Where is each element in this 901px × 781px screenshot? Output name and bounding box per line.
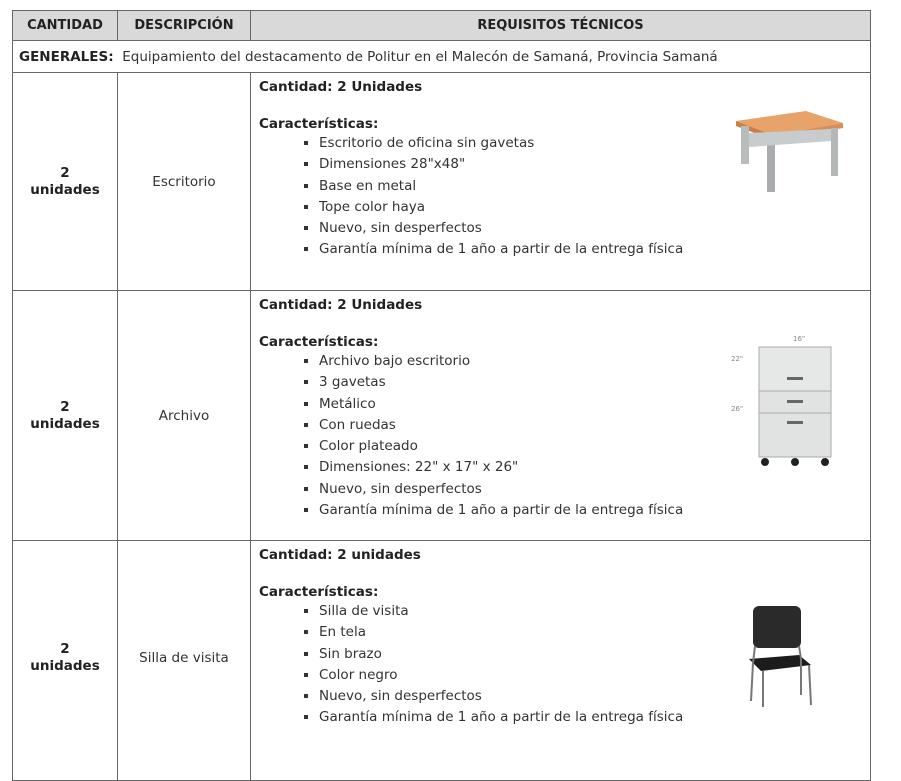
requirements: Cantidad: 2 Unidades Características: Es… — [250, 72, 871, 291]
quantity-line: 2 — [60, 398, 70, 415]
feature: Tope color haya — [319, 197, 870, 218]
feature: Sin brazo — [319, 644, 870, 665]
header-cell: CANTIDAD — [12, 10, 118, 41]
feature: Dimensiones: 22" x 17" x 26" — [319, 457, 870, 478]
quantity-line: 2 — [60, 164, 70, 181]
description: Escritorio — [117, 72, 251, 291]
feature: Dimensiones 28"x48" — [319, 154, 870, 175]
feature-list: Escritorio de oficina sin gavetasDimensi… — [259, 133, 870, 261]
feature: Garantía mínima de 1 año a partir de la … — [319, 500, 870, 521]
header-cell: DESCRIPCIÓN — [117, 10, 251, 41]
page: CANTIDAD DESCRIPCIÓN REQUISITOS TÉCNICOS… — [0, 0, 901, 754]
feature: Base en metal — [319, 176, 870, 197]
quantity-line: unidades — [30, 181, 100, 198]
feature: Archivo bajo escritorio — [319, 351, 870, 372]
description: Archivo — [117, 290, 251, 541]
feature: Garantía mínima de 1 año a partir de la … — [319, 239, 870, 260]
item-heading: Cantidad: 2 Unidades — [259, 297, 423, 313]
item-row: 2 unidades Escritorio Cantidad: 2 Unidade… — [12, 72, 871, 291]
item-row: 2 unidades Silla de visita Cantidad: 2 un… — [12, 540, 871, 781]
image-label: 22" — [731, 355, 743, 363]
quantity-line: unidades — [30, 658, 100, 674]
feature: Nuevo, sin desperfectos — [319, 218, 870, 239]
feature-list: Silla de visitaEn telaSin brazoColor neg… — [259, 601, 870, 729]
description: Silla de visita — [117, 540, 251, 781]
feature: Garantía mínima de 1 año a partir de la … — [319, 707, 870, 728]
image-label: 26" — [731, 405, 743, 413]
feature-list: Archivo bajo escritorio3 gavetasMetálico… — [259, 351, 870, 521]
features-label: Características: — [259, 334, 379, 350]
requirements: Cantidad: 2 unidades Características: Si… — [250, 540, 871, 781]
features-label: Características: — [259, 116, 379, 132]
general-text: Equipamiento del destacamento de Politur… — [122, 48, 718, 65]
quantity: 2 unidades — [12, 72, 118, 291]
general-label: GENERALES: — [19, 48, 114, 65]
quantity: 2 unidades — [12, 290, 118, 541]
header-cell: REQUISITOS TÉCNICOS — [250, 10, 871, 41]
image-label: 16" — [793, 335, 805, 343]
requirements-table: CANTIDAD DESCRIPCIÓN REQUISITOS TÉCNICOS… — [12, 10, 871, 781]
cabinet-image: 16" 22" 26" — [731, 335, 832, 466]
feature: Nuevo, sin desperfectos — [319, 479, 870, 500]
features-label: Características: — [259, 584, 379, 600]
feature: Color negro — [319, 665, 870, 686]
chair-image — [749, 606, 812, 707]
header-row: CANTIDAD DESCRIPCIÓN REQUISITOS TÉCNICOS — [12, 10, 871, 41]
feature: Nuevo, sin desperfectos — [319, 686, 870, 707]
feature: Silla de visita — [319, 601, 870, 622]
item-row: 2 unidades Archivo Cantidad: 2 Unidades C… — [12, 290, 871, 541]
feature: Escritorio de oficina sin gavetas — [319, 133, 870, 154]
desk-image — [736, 111, 843, 192]
feature: Metálico — [319, 394, 870, 415]
feature: En tela — [319, 622, 870, 643]
item-heading: Cantidad: 2 unidades — [259, 547, 421, 563]
general-cell: GENERALES: Equipamiento del destacamento… — [12, 40, 871, 73]
feature: 3 gavetas — [319, 372, 870, 393]
feature: Color plateado — [319, 436, 870, 457]
requirements: Cantidad: 2 Unidades Características: Ar… — [250, 290, 871, 541]
item-heading: Cantidad: 2 Unidades — [259, 79, 423, 95]
quantity-line: 2 — [60, 641, 70, 657]
feature: Con ruedas — [319, 415, 870, 436]
quantity-line: unidades — [30, 415, 100, 432]
quantity: 2 unidades — [12, 540, 118, 781]
general-row: GENERALES: Equipamiento del destacamento… — [12, 40, 871, 73]
